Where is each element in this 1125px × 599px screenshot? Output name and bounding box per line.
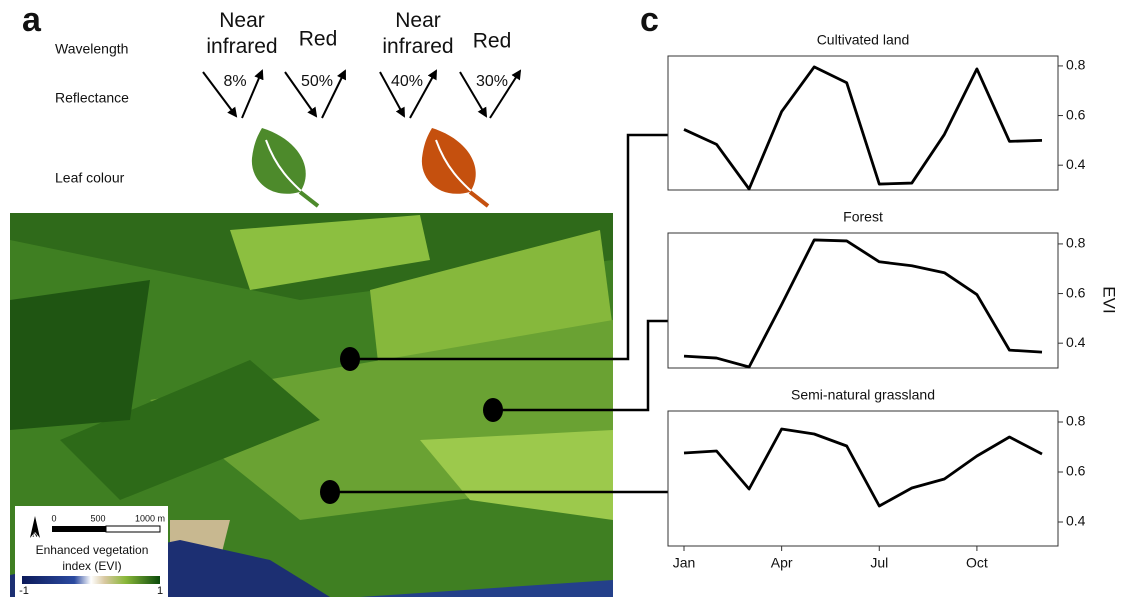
panel-label: c <box>640 1 659 39</box>
scale-bar <box>105 525 161 533</box>
x-tick-label: Jul <box>870 555 888 571</box>
y-tick-label: 0.6 <box>1066 463 1086 479</box>
y-tick-label: 0.4 <box>1066 156 1086 172</box>
legend-title: Enhanced vegetation index (EVI) <box>35 543 149 573</box>
colorbar <box>22 576 160 584</box>
chart-title: Forest <box>843 209 883 225</box>
row-label: Wavelength <box>55 41 128 57</box>
green-leaf <box>251 128 320 208</box>
y-tick-label: 0.8 <box>1066 235 1086 251</box>
north-arrow <box>30 516 40 538</box>
y-tick-label: 0.4 <box>1066 513 1086 529</box>
x-tick-label: Oct <box>966 555 988 571</box>
plot-frame <box>667 410 1059 547</box>
y-tick-label: 0.6 <box>1066 284 1086 300</box>
row-label: Reflectance <box>55 90 129 106</box>
scale-label: 1000 m <box>135 513 165 523</box>
north-label: N <box>32 530 38 539</box>
row-label: Leaf colour <box>55 170 125 186</box>
chart-title: Semi-natural grassland <box>791 387 935 403</box>
data-line <box>683 238 1043 369</box>
plot-frame <box>667 55 1059 191</box>
wavelength: Near infrared <box>206 9 278 59</box>
y-tick-label: 0.8 <box>1066 413 1086 429</box>
reflectance: 30% <box>476 73 508 90</box>
arrows <box>202 69 522 119</box>
map <box>10 213 613 597</box>
x-tick-label: Jan <box>673 555 696 571</box>
data-line <box>683 65 1043 191</box>
reflectance: 50% <box>301 73 333 90</box>
colorbar-label: -1 <box>19 585 29 597</box>
reflectance: 8% <box>223 73 246 90</box>
scale-label: 500 <box>90 513 105 523</box>
x-tick-label: Apr <box>771 555 793 571</box>
y-tick-label: 0.4 <box>1066 334 1086 350</box>
connectors <box>330 133 668 494</box>
y-axis-title: EVI <box>1100 286 1119 313</box>
panel-label: a <box>22 1 42 39</box>
wavelength: Red <box>473 30 512 53</box>
y-tick-label: 0.8 <box>1066 57 1086 73</box>
map-points <box>320 347 503 504</box>
scale-label: 0 <box>51 513 56 523</box>
chart-title: Cultivated land <box>817 32 910 48</box>
colorbar-label: 1 <box>157 585 163 597</box>
wavelength: Red <box>299 28 338 51</box>
plot-frame <box>667 232 1059 369</box>
scale-bar <box>52 526 106 532</box>
reflectance: 40% <box>391 73 423 90</box>
wavelength: Near infrared <box>382 9 454 59</box>
orange-leaf <box>421 128 490 208</box>
data-line <box>683 427 1043 508</box>
y-tick-label: 0.6 <box>1066 106 1086 122</box>
